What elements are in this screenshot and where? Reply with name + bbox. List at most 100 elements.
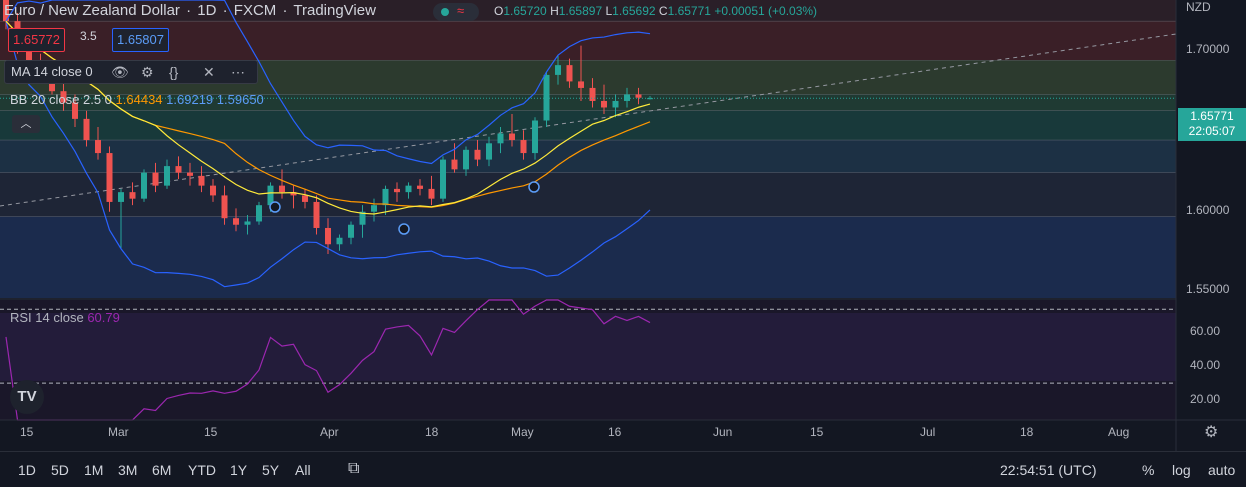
market-open-dot — [441, 8, 449, 16]
calendar-range-icon[interactable]: ⧉ — [348, 460, 360, 477]
candle-body — [589, 87, 596, 101]
time-tick: Jul — [920, 425, 936, 439]
candle-body — [509, 133, 515, 141]
candle-body — [635, 94, 642, 98]
bottom-toolbar: 1D 5D 1M 3M 6M YTD 1Y 5Y All ⧉ 22:54:51 … — [0, 451, 1246, 487]
time-tick: 15 — [204, 425, 218, 439]
tradingview-logo[interactable]: TV — [10, 380, 44, 414]
close-icon[interactable]: ✕ — [203, 64, 215, 80]
eye-icon[interactable]: 👁 — [111, 64, 129, 80]
currency-label: NZD — [1186, 0, 1211, 14]
collapse-legend-button[interactable]: ︿ — [12, 115, 40, 133]
ma-label: MA 14 close 0 — [11, 64, 93, 79]
candle-body — [290, 192, 297, 196]
candle-body — [451, 159, 458, 170]
candle-body — [520, 140, 527, 154]
fib-zone — [0, 216, 1176, 298]
time-tick: Apr — [320, 425, 339, 439]
candle-body — [428, 188, 435, 199]
candle-body — [244, 221, 251, 225]
range-1m[interactable]: 1M — [84, 462, 104, 478]
range-1d[interactable]: 1D — [18, 462, 36, 478]
bb-upper-value: 1.69219 — [166, 92, 214, 107]
rsi-tick: 20.00 — [1190, 392, 1221, 406]
time-tick: Mar — [108, 425, 129, 439]
candle-body — [325, 227, 331, 245]
chart-settings-gear-icon[interactable]: ⚙ — [1204, 424, 1219, 441]
ma-cross-marker — [398, 223, 410, 235]
candle-body — [348, 224, 354, 238]
candle-body — [313, 201, 320, 228]
candle-body — [118, 192, 124, 202]
price-tick: 1.60000 — [1186, 203, 1230, 217]
time-tick: May — [511, 425, 534, 439]
candle-body — [405, 185, 412, 193]
fib-zone — [0, 110, 1176, 141]
bb-upper-line — [5, 0, 651, 165]
sell-button[interactable]: 1.65772 — [8, 28, 65, 52]
percent-scale-toggle[interactable]: % — [1142, 462, 1155, 478]
time-tick: 18 — [1020, 425, 1034, 439]
ma-line — [5, 20, 651, 215]
candle-body — [175, 166, 182, 173]
bar-countdown: 22:05:07 — [1188, 124, 1236, 138]
candle-body — [336, 237, 343, 245]
range-5d[interactable]: 5D — [51, 462, 69, 478]
bb-lower-line — [5, 21, 651, 288]
range-5y[interactable]: 5Y — [262, 462, 280, 478]
time-tick: Jun — [713, 425, 733, 439]
candle-body — [72, 102, 78, 119]
candle-body — [267, 185, 274, 206]
candle-body — [371, 205, 377, 212]
rsi-tick: 40.00 — [1190, 358, 1221, 372]
bb-indicator-legend[interactable]: BB 20 close 2.5 0 1.64434 1.69219 1.5965… — [10, 92, 264, 107]
gear-icon[interactable]: ⚙ — [141, 64, 154, 80]
log-scale-toggle[interactable]: log — [1172, 462, 1191, 478]
fib-zone — [0, 0, 1176, 22]
ma-cross-marker — [269, 201, 281, 213]
more-icon[interactable]: ⋯ — [231, 64, 245, 80]
exchange: FXCM — [233, 2, 277, 19]
candle-body — [647, 98, 653, 100]
bb-lower-value: 1.59650 — [216, 92, 264, 107]
rsi-tick: 60.00 — [1190, 324, 1221, 338]
candle-body — [359, 211, 366, 225]
candle-body — [555, 65, 561, 75]
ma-cross-marker — [528, 181, 540, 193]
candle-body — [601, 100, 607, 108]
candle-body — [497, 133, 504, 144]
fib-zone — [0, 172, 1176, 217]
candle-body — [83, 118, 90, 141]
range-6m[interactable]: 6M — [152, 462, 172, 478]
symbol-header[interactable]: Euro / New Zealand Dollar · 1D · FXCM · … — [4, 2, 376, 19]
utc-clock[interactable]: 22:54:51 (UTC) — [1000, 462, 1097, 478]
current-price-label: 1.65771 22:05:07 — [1178, 108, 1246, 141]
rsi-legend[interactable]: RSI 14 close 60.79 — [10, 310, 120, 325]
candle-body — [3, 0, 9, 22]
candle-body — [612, 100, 619, 108]
price-tick: 1.55000 — [1186, 282, 1230, 296]
time-tick: 16 — [608, 425, 622, 439]
range-all[interactable]: All — [295, 462, 311, 478]
market-status-toggle[interactable]: ≈ — [433, 3, 479, 21]
symbol-name: Euro / New Zealand Dollar — [4, 2, 180, 19]
ma-indicator-legend[interactable]: MA 14 close 0 👁 ⚙ {} ✕ ⋯ — [4, 60, 258, 84]
fib-zone — [0, 140, 1176, 173]
candle-body — [256, 205, 262, 222]
candle-body — [463, 149, 469, 170]
range-ytd[interactable]: YTD — [188, 462, 216, 478]
range-1y[interactable]: 1Y — [230, 462, 248, 478]
candle-body — [382, 188, 389, 206]
source-code-icon[interactable]: {} — [169, 64, 179, 80]
range-3m[interactable]: 3M — [118, 462, 138, 478]
interval: 1D — [197, 2, 217, 19]
candle-body — [532, 120, 538, 154]
candle-body — [60, 91, 67, 103]
spread-value: 3.5 — [80, 29, 97, 43]
auto-scale-toggle[interactable]: auto — [1208, 462, 1236, 478]
candle-body — [95, 140, 101, 154]
candle-body — [440, 159, 446, 199]
time-tick: 15 — [810, 425, 824, 439]
candle-body — [210, 185, 216, 196]
buy-button[interactable]: 1.65807 — [112, 28, 169, 52]
